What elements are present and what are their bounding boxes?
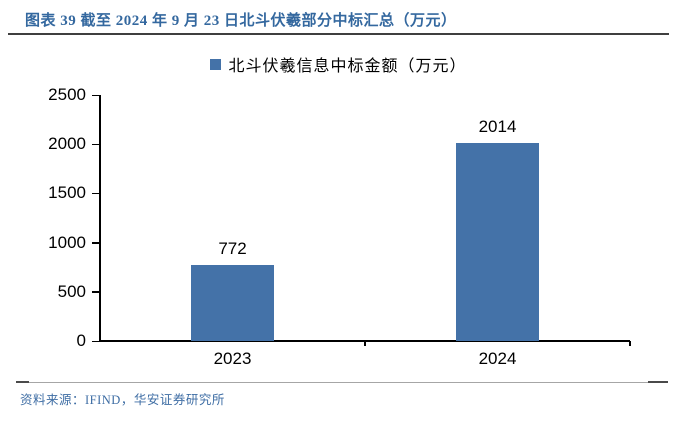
- y-tick-mark: [92, 192, 99, 195]
- bar-value-label: 2014: [478, 116, 517, 136]
- y-tick-label: 1500: [48, 183, 86, 203]
- chart-legend: 北斗伏羲信息中标金额（万元）: [0, 52, 677, 76]
- y-tick-label: 2000: [48, 134, 86, 154]
- y-tick-mark: [92, 143, 99, 146]
- y-tick-mark: [92, 291, 99, 293]
- bar: [191, 265, 274, 341]
- footer-rule-cap-left: [16, 381, 29, 383]
- y-tick-label: 500: [57, 281, 86, 301]
- footer-rule-cap-right: [648, 381, 668, 383]
- y-tick-label: 1000: [48, 232, 86, 252]
- y-tick-mark: [92, 242, 99, 244]
- y-tick-mark: [92, 94, 99, 96]
- bar: [456, 142, 539, 341]
- y-tick-mark: [92, 340, 99, 342]
- x-axis-category-label: 2024: [478, 349, 517, 368]
- figure-title: 图表 39 截至 2024 年 9 月 23 日北斗伏羲部分中标汇总（万元）: [25, 13, 457, 29]
- x-tick-mark: [629, 341, 631, 346]
- legend-label: 北斗伏羲信息中标金额（万元）: [228, 58, 467, 75]
- x-axis-category-label: 2023: [213, 349, 252, 368]
- x-tick-mark: [364, 341, 366, 346]
- legend-swatch-icon: [210, 58, 222, 70]
- footer-rule: [16, 382, 668, 383]
- plot-area: 0 500 1000 1500 2000 2500 772 2023 2014 2024: [48, 86, 631, 368]
- y-axis-line: [99, 95, 101, 341]
- title-rule: [8, 33, 669, 35]
- y-tick-label: 2500: [48, 85, 86, 104]
- y-tick-label: 0: [76, 331, 86, 350]
- bar-value-label: 772: [218, 239, 247, 259]
- source-note: 资料来源：IFIND，华安证券研究所: [20, 393, 225, 407]
